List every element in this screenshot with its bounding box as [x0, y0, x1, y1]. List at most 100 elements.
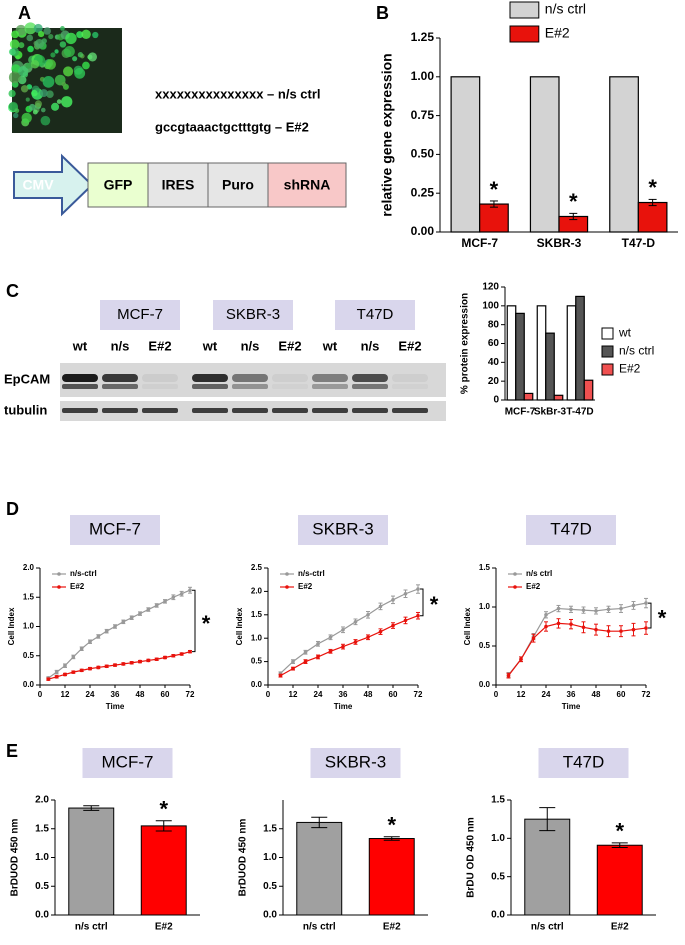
bar [529, 76, 560, 233]
y-tick-label: 80 [488, 319, 500, 330]
point [171, 653, 176, 658]
cell [61, 96, 73, 108]
x-axis-label: Time [562, 702, 581, 711]
cell [34, 39, 45, 49]
point [353, 640, 358, 644]
y-axis-label: relative gene expression [379, 53, 395, 216]
y-tick-label: 2.0 [23, 563, 35, 572]
x-tick-label: E#2 [155, 922, 173, 933]
lane-label: n/s [361, 338, 380, 353]
x-tick-label: MCF-7 [505, 407, 536, 418]
point [619, 629, 623, 633]
bracket [648, 602, 652, 629]
cell [82, 61, 90, 70]
point [154, 603, 159, 608]
x-tick-label: 72 [414, 690, 423, 699]
lane-label: E#2 [398, 338, 421, 353]
microscopy-image [7, 22, 122, 133]
point [96, 665, 101, 670]
point [46, 677, 51, 681]
cell [65, 32, 77, 45]
significance-star: * [648, 175, 657, 200]
x-tick-label: 36 [567, 690, 576, 699]
y-tick-label: 1.5 [251, 610, 263, 619]
legend-label: E#2 [70, 582, 85, 591]
point [581, 625, 586, 630]
x-tick-label: 48 [364, 690, 373, 699]
cell [11, 30, 19, 39]
point [569, 607, 573, 612]
y-tick-label: 0.00 [411, 224, 435, 238]
point [146, 607, 151, 612]
lane-label: n/s [111, 338, 130, 353]
y-tick-label: 0.0 [35, 910, 49, 921]
cell-line-label: T47D [357, 306, 394, 323]
y-tick-label: 0.0 [263, 910, 277, 921]
chart-title: SKBR-3 [325, 752, 386, 771]
cell [54, 49, 59, 54]
cell [92, 31, 99, 39]
y-tick-label: 0.25 [411, 185, 435, 199]
legend-swatch [601, 345, 614, 358]
x-tick-label: E#2 [611, 922, 629, 933]
x-tick-label: 48 [136, 690, 145, 699]
cell [48, 33, 54, 40]
cell [39, 89, 48, 97]
y-tick-label: 0.5 [251, 657, 263, 666]
y-tick-label: 20 [488, 376, 500, 387]
bar [575, 295, 585, 401]
point [63, 672, 67, 677]
point [129, 660, 134, 665]
title-box [70, 515, 160, 545]
panel-label: E [6, 741, 18, 761]
point [644, 601, 648, 605]
point [104, 664, 109, 669]
series-line [508, 602, 647, 676]
point [96, 634, 101, 639]
panel-label: C [6, 281, 19, 301]
bar [536, 305, 547, 401]
y-tick-label: 0.0 [491, 910, 505, 921]
x-tick-label: n/s ctrl [531, 922, 564, 933]
legend-label: n/s-ctrl [70, 569, 97, 578]
y-tick-label: 1.0 [35, 852, 49, 863]
sequence: gccgtaaactgctttgtg – E#2 [155, 119, 309, 134]
y-axis-label: Cell Index [235, 607, 244, 645]
bar [140, 825, 187, 916]
cell-line-box [213, 300, 293, 330]
point [188, 588, 192, 593]
y-tick-label: 1.0 [491, 833, 505, 844]
point [416, 587, 420, 591]
cell-line-box [100, 300, 180, 330]
significance-star: * [159, 797, 168, 822]
x-tick-label: n/s ctrl [303, 922, 336, 933]
point [366, 635, 370, 640]
significance-star: * [615, 819, 624, 844]
y-tick-label: 2.0 [251, 587, 263, 596]
point [88, 666, 92, 671]
point [54, 670, 59, 674]
point [341, 627, 345, 632]
lane-label: wt [202, 338, 218, 353]
series-line [48, 651, 191, 680]
point [631, 627, 636, 632]
point [121, 620, 126, 624]
legend-swatch [601, 327, 614, 340]
x-tick-label: 72 [642, 690, 651, 699]
lane-label: E#2 [148, 338, 171, 353]
cell [30, 60, 40, 69]
y-tick-label: 1.0 [263, 852, 277, 863]
band [102, 384, 138, 389]
y-tick-label: 1.5 [479, 563, 491, 572]
cell [25, 97, 30, 102]
x-tick-label: 60 [389, 690, 398, 699]
cell [12, 112, 19, 119]
construct [13, 153, 347, 217]
legend-marker [513, 585, 517, 589]
y-tick-label: 1.5 [35, 823, 49, 834]
bar [583, 379, 594, 401]
cell [40, 115, 51, 126]
legend-label: n/s-ctrl [298, 569, 325, 578]
y-tick-label: 1.00 [411, 69, 435, 83]
point [631, 603, 636, 608]
